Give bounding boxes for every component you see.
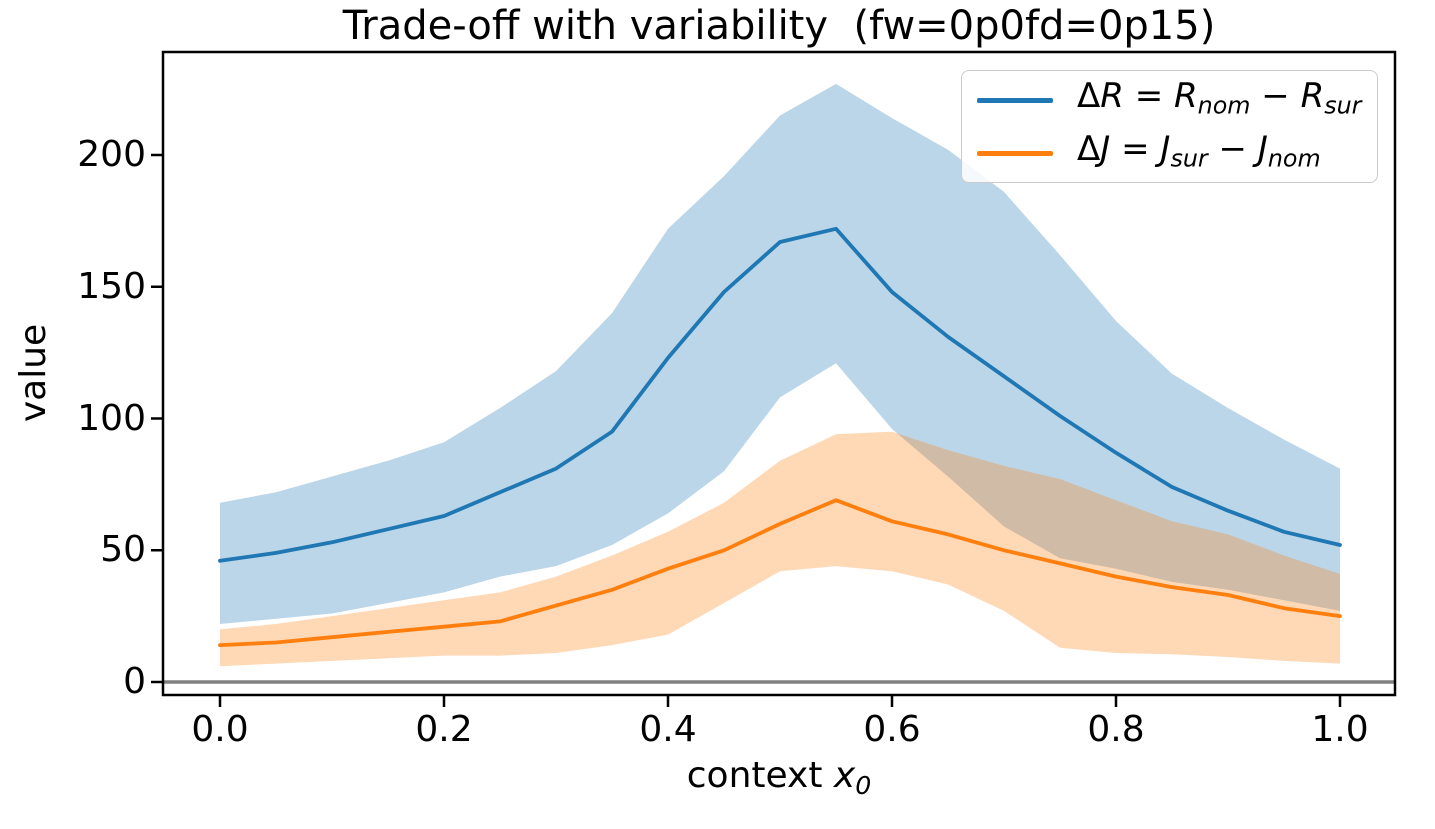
- y-tick-label: 150: [77, 265, 146, 307]
- delta-r-line: [218, 226, 1342, 563]
- x-axis-label: context x0: [163, 752, 1395, 800]
- legend-term: R: [1174, 75, 1198, 116]
- y-tick-label: 50: [100, 529, 146, 571]
- legend-term: R: [1300, 75, 1325, 116]
- legend-term: J: [1257, 128, 1268, 169]
- legend-minus: −: [1250, 75, 1301, 116]
- x-axis-label-var: x: [833, 755, 856, 796]
- legend-term: J: [1160, 128, 1171, 169]
- y-tick-label: 100: [77, 397, 146, 439]
- x-axis-label-sub: 0: [855, 771, 872, 801]
- legend-minus: −: [1207, 128, 1258, 169]
- delta-j-band: [220, 431, 1340, 667]
- legend-delta: Δ: [1077, 75, 1101, 116]
- legend-entry-label: ΔJ = Jsur − Jnom: [1077, 129, 1321, 179]
- legend: ΔR = Rnom − Rsur ΔJ = Jsur − Jnom: [961, 70, 1378, 183]
- y-tick-label: 0: [123, 661, 146, 702]
- x-tick-label: 0.6: [863, 709, 921, 750]
- legend-sub: nom: [1267, 144, 1321, 173]
- delta-r-band: [220, 83, 1340, 624]
- legend-sub: sur: [1170, 144, 1208, 173]
- x-tick-label: 0.0: [191, 709, 249, 750]
- legend-entry-label: ΔR = Rnom − Rsur: [1077, 76, 1361, 126]
- delta-j-line: [218, 498, 1342, 647]
- legend-var: J: [1100, 128, 1111, 169]
- x-tick-label: 0.4: [639, 709, 697, 750]
- legend-entry: ΔR = Rnom − Rsur: [962, 74, 1377, 127]
- legend-entry: ΔJ = Jsur − Jnom: [962, 127, 1377, 180]
- legend-line-sample: [977, 151, 1053, 156]
- y-axis-label: value: [13, 323, 54, 423]
- legend-line-sample: [977, 98, 1053, 103]
- x-axis-label-text: context: [686, 755, 834, 796]
- x-tick-label: 1.0: [1311, 709, 1369, 750]
- legend-delta: Δ: [1077, 128, 1101, 169]
- legend-var: R: [1100, 75, 1124, 116]
- axes-frame: [161, 50, 1397, 697]
- chart-title: Trade-off with variability (fw=0p0fd=0p1…: [342, 3, 1216, 49]
- x-tick-label: 0.2: [415, 709, 473, 750]
- x-tick-label: 0.8: [1087, 709, 1145, 750]
- legend-sub: nom: [1197, 91, 1251, 120]
- legend-eq: =: [1110, 128, 1161, 169]
- y-tick-label: 200: [77, 134, 146, 175]
- legend-eq: =: [1123, 75, 1174, 116]
- legend-sub: sur: [1324, 91, 1362, 120]
